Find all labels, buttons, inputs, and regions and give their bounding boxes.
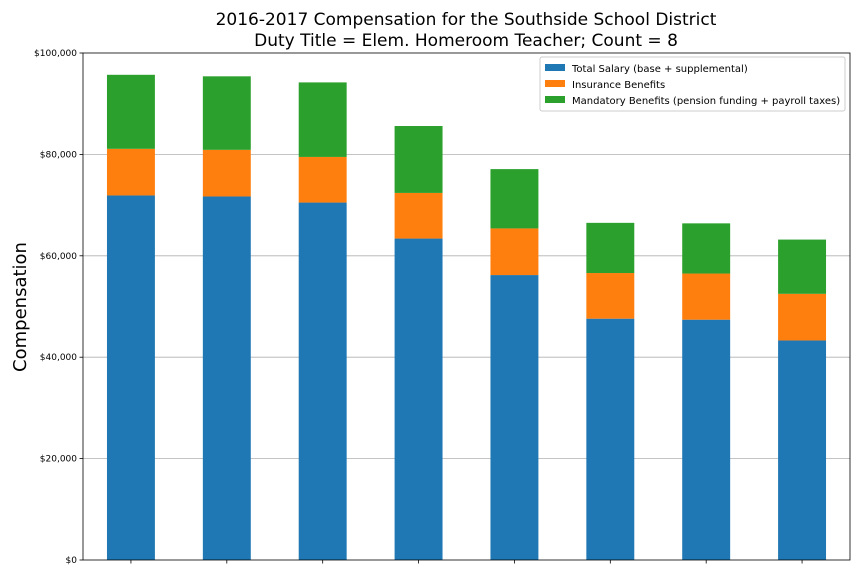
bars [106, 74, 827, 561]
bar-segment-series-1 [394, 192, 443, 239]
bar-segment-series-1 [106, 148, 155, 196]
legend-entry: Insurance Benefits [572, 80, 665, 91]
bar-segment-series-0 [490, 275, 539, 560]
bar-segment-series-1 [202, 149, 251, 197]
bar-segment-series-2 [202, 76, 251, 150]
legend-entry: Total Salary (base + supplemental) [571, 64, 748, 75]
y-tick-label: $80,000 [40, 150, 77, 160]
y-tick-label: $40,000 [40, 353, 77, 363]
bar-segment-series-1 [298, 156, 347, 203]
bar-segment-series-1 [778, 293, 827, 341]
bar-segment-series-0 [106, 195, 155, 561]
y-axis-label: Compensation [10, 242, 31, 372]
y-tick-label: $100,000 [34, 49, 77, 59]
chart-subtitle: Duty Title = Elem. Homeroom Teacher; Cou… [254, 31, 678, 51]
bar-segment-series-1 [490, 228, 539, 276]
y-tick-label: $20,000 [40, 455, 77, 465]
bar-segment-series-0 [682, 319, 731, 560]
bar-segment-series-0 [394, 238, 443, 560]
legend-entry: Mandatory Benefits (pension funding + pa… [572, 96, 840, 107]
bar-segment-series-0 [298, 202, 347, 560]
y-tick-label: $60,000 [40, 252, 77, 262]
x-axis-ticks [130, 560, 803, 564]
bar-segment-series-2 [490, 169, 539, 229]
axes [82, 52, 851, 561]
bar-segment-series-0 [778, 340, 827, 560]
bar-segment-series-2 [394, 126, 443, 193]
legend: Total Salary (base + supplemental) Insura… [539, 56, 846, 112]
bar-segment-series-0 [586, 318, 635, 560]
bar-segment-series-2 [682, 223, 731, 274]
bar-segment-series-2 [586, 222, 635, 274]
bar-segment-series-1 [682, 273, 731, 320]
gridlines [83, 153, 850, 460]
legend-box [539, 56, 846, 112]
legend-swatch [545, 64, 565, 71]
legend-swatch [545, 80, 565, 87]
bar-segment-series-2 [778, 239, 827, 294]
bar-segment-series-0 [202, 196, 251, 560]
bar-segment-series-1 [586, 273, 635, 319]
chart-title: 2016-2017 Compensation for the Southside… [216, 10, 717, 30]
bar-segment-series-2 [106, 74, 155, 149]
y-tick-label: $0 [66, 556, 78, 566]
bar-segment-series-2 [298, 82, 347, 157]
legend-swatch [545, 96, 565, 103]
y-axis-ticks: $0 $20,000 $40,000 $60,000 $80,000 $100,000 [34, 49, 83, 566]
plot-frame [82, 52, 851, 561]
